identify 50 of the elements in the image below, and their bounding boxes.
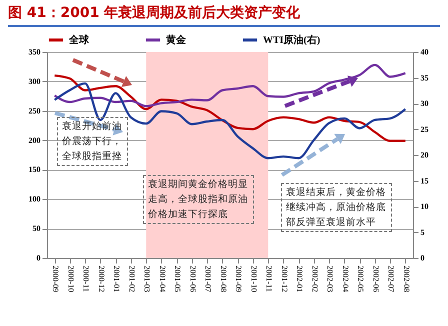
annotation: 衰退开始前油价震荡下行，全球股指重挫 (57, 117, 128, 166)
x-tick-label: 2001-10 (249, 266, 258, 292)
x-tick-label: 2002-08 (402, 266, 411, 292)
y2-tick-label: 10 (420, 202, 428, 211)
x-tick-label: 2001-08 (218, 266, 228, 292)
x-tick-label: 2002-06 (371, 266, 380, 292)
x-tick-label: 2001-04 (158, 266, 167, 292)
x-tick-label: 2001-12 (280, 266, 289, 292)
annotation: 衰退结束后，黄金价格继续冲高，原油价格底部反弹至衰退前水平 (281, 183, 392, 232)
y-tick-label: 200 (28, 136, 40, 145)
legend-label: WTI原油(右) (263, 34, 320, 46)
x-tick-label: 2002-01 (295, 266, 304, 292)
chart-title: 图 41：2001 年衰退周期及前后大类资产变化 (8, 4, 440, 27)
y2-tick-label: 40 (420, 48, 428, 56)
annotation: 衰退期间黄金价格明显走高，全球股指和原油价格加速下行探底 (143, 175, 254, 224)
legend-label: 黄金 (165, 34, 187, 46)
x-tick-label: 2000-10 (66, 266, 76, 292)
x-tick-label: 2002-05 (356, 266, 366, 292)
x-tick-label: 2001-09 (234, 266, 244, 292)
y-tick-label: 300 (28, 76, 40, 86)
x-tick-label: 2001-01 (112, 266, 122, 292)
y-tick-label: 100 (28, 194, 40, 204)
x-tick-label: 2000-12 (96, 266, 106, 292)
x-tick-label: 2002-02 (310, 266, 320, 292)
y2-tick-label: 30 (420, 99, 428, 108)
legend-label: 全球 (68, 34, 90, 46)
x-tick-label: 2002-04 (340, 266, 350, 292)
x-tick-label: 2002-07 (386, 266, 396, 292)
x-tick-label: 2001-03 (142, 266, 152, 292)
x-tick-label: 2001-11 (264, 266, 274, 292)
y-tick-label: 50 (32, 224, 40, 234)
x-tick-label: 2001-05 (173, 266, 182, 292)
y2-tick-label: 15 (420, 176, 428, 186)
y2-tick-label: 25 (420, 124, 428, 134)
line-series (54, 82, 406, 160)
x-tick-label: 2001-07 (204, 266, 213, 292)
line-series (54, 64, 406, 108)
x-tick-label: 2000-11 (82, 266, 91, 292)
x-tick-label: 2001-02 (127, 266, 136, 292)
y2-tick-label: 20 (420, 150, 428, 160)
y-tick-label: 250 (28, 106, 40, 116)
y2-tick-label: 5 (420, 228, 424, 237)
x-tick-label: 2002-03 (326, 266, 335, 292)
y-tick-label: 0 (36, 254, 40, 262)
y-tick-label: 150 (28, 165, 40, 174)
x-tick-label: 2001-06 (188, 266, 198, 292)
x-tick-label: 2000-09 (51, 266, 60, 292)
y-tick-label: 350 (28, 48, 40, 56)
y2-tick-label: 35 (420, 73, 428, 82)
y2-tick-label: 0 (420, 254, 424, 262)
